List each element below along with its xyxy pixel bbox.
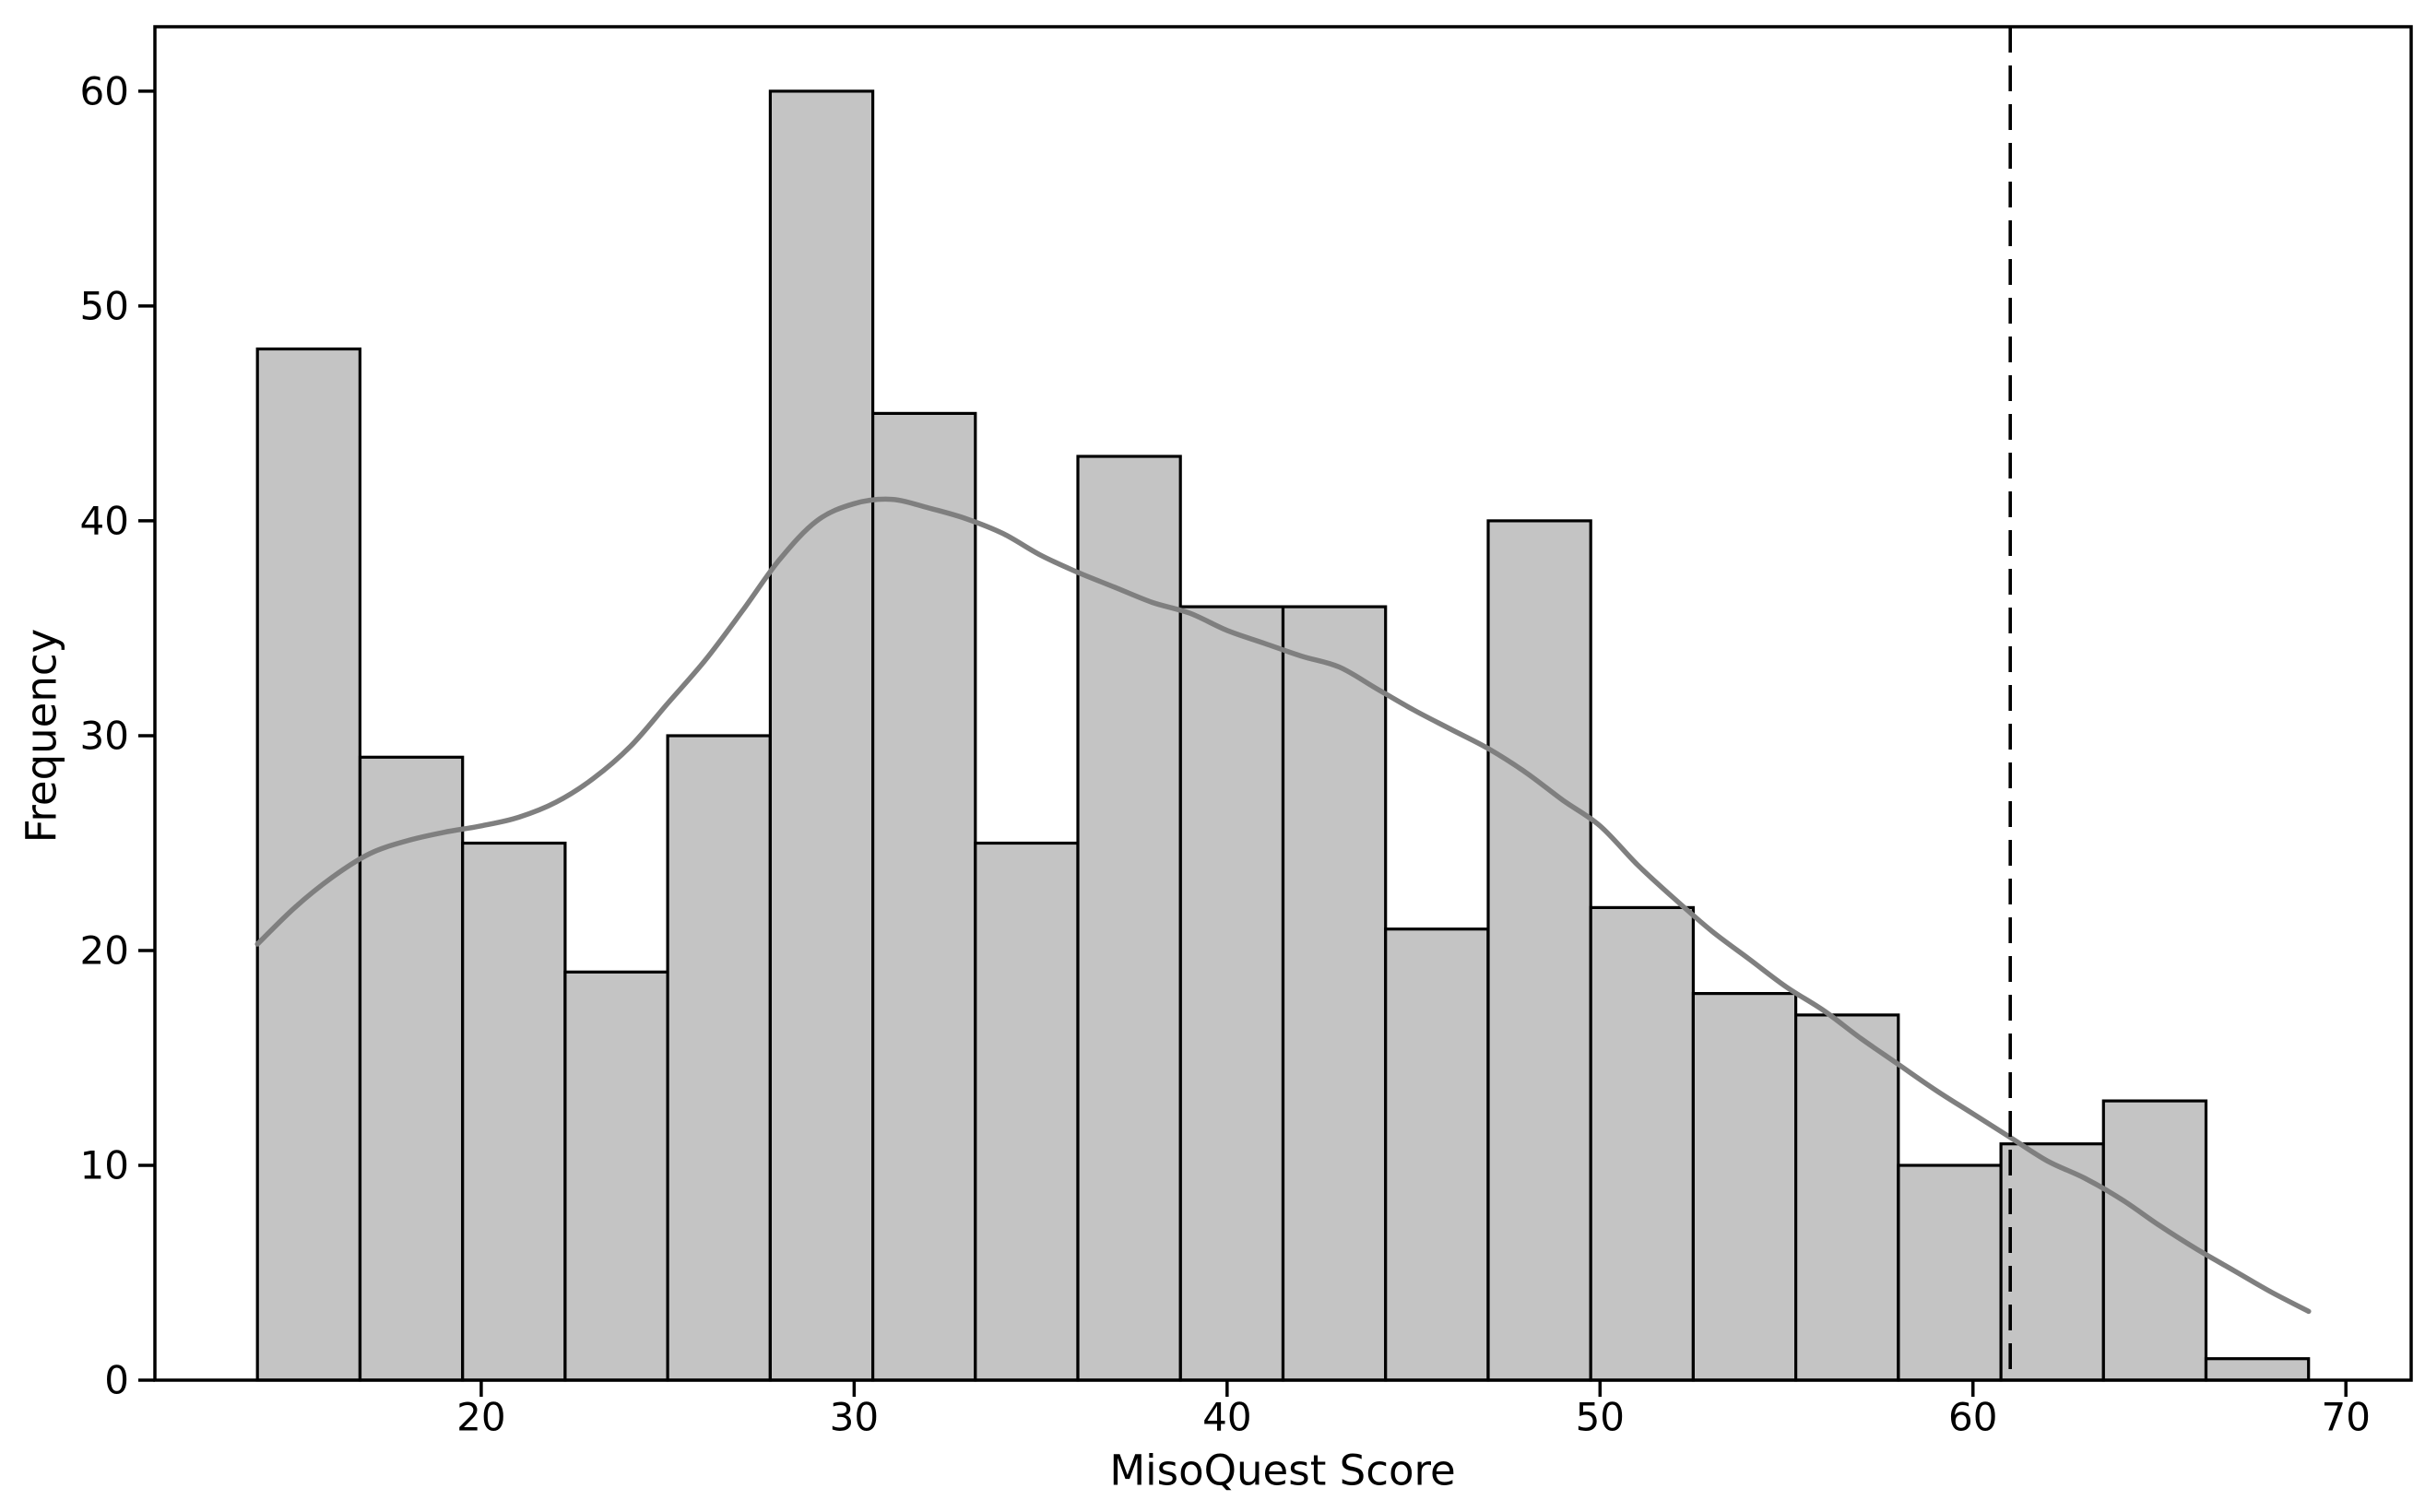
histogram-bar	[255, 347, 362, 1382]
histogram-bar	[1793, 1013, 1900, 1382]
histogram-bar	[768, 89, 875, 1382]
histogram-bar	[1486, 519, 1592, 1382]
y-tick-label: 40	[80, 498, 129, 543]
kde-curve-layer	[254, 496, 2312, 1315]
histogram-bar	[870, 411, 977, 1382]
axes-spines	[153, 25, 2413, 1382]
ticks-layer: 20 30 40 50 60 70 0 10 20 30 40 50 60	[80, 68, 2371, 1439]
x-tick-label: 60	[1948, 1395, 1997, 1440]
y-tick-label: 50	[80, 283, 129, 328]
histogram-bar	[2101, 1099, 2208, 1382]
axes-layer	[153, 25, 2413, 1382]
histogram-bar	[461, 841, 567, 1382]
x-tick-label: 50	[1576, 1395, 1625, 1440]
x-tick-label: 40	[1202, 1395, 1251, 1440]
x-tick-label: 70	[2321, 1395, 2370, 1440]
histogram-bar	[1589, 905, 1695, 1382]
y-tick-label: 60	[80, 68, 129, 113]
histogram-bar	[1178, 605, 1285, 1382]
histogram-bar	[1691, 991, 1798, 1382]
histogram-bar	[1076, 455, 1182, 1382]
y-tick-label: 30	[80, 713, 129, 758]
histogram-bar	[358, 755, 465, 1382]
y-axis-label: Frequency	[18, 629, 66, 843]
histogram-bar	[666, 734, 772, 1382]
x-tick-label: 30	[830, 1395, 879, 1440]
y-tick-label: 20	[80, 927, 129, 973]
histogram-bars-layer	[255, 89, 2311, 1382]
x-tick-label: 20	[456, 1395, 505, 1440]
histogram-bar	[563, 970, 669, 1382]
histogram-bar	[1897, 1164, 2003, 1382]
y-tick-label: 10	[80, 1142, 129, 1187]
histogram-bar	[1281, 605, 1388, 1382]
kde-curve	[254, 496, 2312, 1315]
y-tick-label: 0	[104, 1358, 129, 1403]
histogram-bar	[974, 841, 1080, 1382]
histogram-bar	[1384, 927, 1490, 1382]
histogram-bar	[2204, 1357, 2311, 1382]
histogram-bar	[1999, 1142, 2105, 1382]
x-axis-label: MisoQuest Score	[1109, 1447, 1455, 1495]
